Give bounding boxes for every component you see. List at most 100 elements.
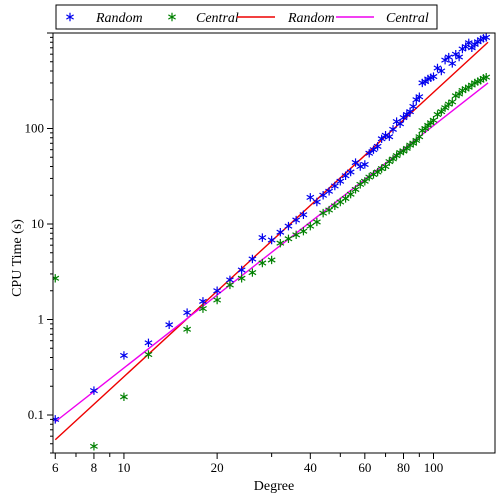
random-point — [237, 265, 246, 275]
random-point — [144, 338, 153, 348]
central-point — [415, 132, 424, 141]
legend-central-marker-swatch — [168, 12, 176, 22]
central-point — [336, 197, 345, 207]
central-point — [258, 258, 267, 268]
random-point — [429, 72, 438, 81]
random-point — [385, 132, 394, 141]
x-tick-label: 8 — [91, 460, 98, 475]
x-tick-label: 100 — [424, 460, 444, 475]
x-tick-label: 80 — [397, 460, 410, 475]
central-point — [306, 221, 315, 231]
random-point — [292, 215, 301, 225]
x-tick-label: 6 — [52, 460, 59, 475]
random-point — [248, 254, 257, 264]
random-point — [183, 308, 192, 317]
x-tick-label: 40 — [304, 460, 317, 475]
x-tick-label: 60 — [358, 460, 371, 475]
central-point — [389, 154, 397, 164]
random-point — [284, 221, 293, 231]
random-point — [165, 320, 174, 329]
random-point — [306, 193, 315, 202]
central-point — [276, 238, 285, 248]
random-point — [351, 158, 360, 167]
plot-frame — [52, 32, 496, 454]
central-point — [429, 116, 438, 125]
central-point — [248, 268, 257, 277]
central-point — [381, 162, 390, 171]
central-point — [237, 274, 246, 283]
random-point — [336, 177, 345, 186]
central-point — [341, 194, 350, 203]
central-point — [299, 227, 308, 236]
legend: Random Central Random Central — [55, 4, 438, 30]
random-point — [444, 52, 453, 62]
central-point — [213, 295, 222, 305]
central-point — [144, 350, 153, 359]
random-point — [448, 59, 457, 68]
y-axis-label: CPU Time (s) — [10, 219, 25, 297]
central-point — [346, 190, 355, 199]
random-point — [409, 102, 418, 111]
central-point — [437, 107, 446, 116]
random-point — [369, 145, 378, 154]
legend-central-label: Central — [386, 11, 429, 26]
central-point — [119, 392, 128, 402]
legend-random-marker-swatch — [66, 12, 74, 22]
random-point — [53, 415, 60, 424]
y-tick-label: 1 — [38, 311, 45, 326]
central-point — [53, 274, 60, 283]
central-point — [183, 325, 192, 334]
legend-random-label: Random — [287, 11, 335, 26]
central-point — [267, 255, 276, 265]
random-point — [346, 167, 355, 177]
random-point — [360, 160, 369, 169]
random-point — [412, 95, 421, 104]
central-fit-line — [54, 82, 489, 423]
random-point — [402, 110, 411, 119]
random-point — [267, 235, 276, 245]
central-point — [402, 144, 411, 153]
random-point — [325, 187, 334, 196]
random-point — [461, 42, 470, 51]
central-point — [373, 167, 382, 177]
central-point — [360, 177, 369, 186]
random-point — [319, 191, 328, 200]
random-point — [213, 286, 222, 295]
random-point — [199, 297, 207, 306]
random-point — [276, 228, 285, 237]
central-point — [351, 185, 360, 194]
random-point — [119, 351, 128, 360]
random-point — [389, 125, 397, 134]
central-point — [284, 234, 293, 243]
random-point — [365, 149, 374, 158]
random-point — [415, 92, 424, 101]
central-point — [89, 442, 98, 451]
random-point — [341, 171, 350, 180]
random-point — [441, 55, 450, 65]
central-point — [482, 72, 491, 82]
axis-ticks — [47, 32, 435, 459]
central-point — [392, 151, 401, 160]
central-point — [292, 230, 301, 240]
central-point — [199, 304, 207, 313]
random-point — [299, 210, 308, 219]
random-point — [451, 49, 460, 59]
y-tick-label: 0.1 — [28, 407, 44, 422]
random-point — [312, 197, 321, 207]
central-point — [409, 139, 418, 148]
x-tick-label: 20 — [211, 460, 224, 475]
random-point — [433, 63, 442, 73]
random-point — [89, 386, 98, 395]
random-point — [437, 66, 446, 76]
central-point — [441, 103, 450, 112]
legend-central-label: Central — [196, 11, 239, 26]
x-tick-label: 10 — [117, 460, 130, 475]
central-point — [455, 89, 464, 99]
random-point — [381, 131, 390, 140]
y-tick-label: 100 — [25, 120, 45, 135]
random-point — [455, 52, 464, 62]
central-point — [399, 146, 408, 156]
central-point — [448, 97, 457, 107]
random-point — [482, 33, 491, 42]
